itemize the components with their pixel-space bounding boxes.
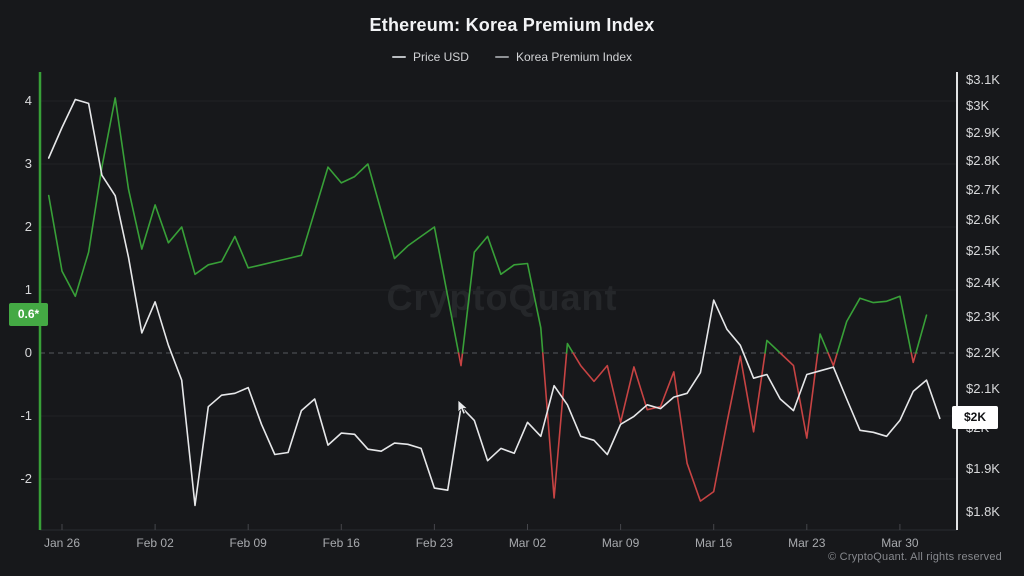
chart-title: Ethereum: Korea Premium Index xyxy=(369,15,655,35)
price-line-swatch-icon xyxy=(391,56,406,58)
price-last-value-badge: $2K xyxy=(952,406,998,430)
right-axis-tick: $3.1K xyxy=(966,71,1000,87)
x-axis-tick: Feb 02 xyxy=(136,536,174,550)
left-axis-tick: 3 xyxy=(24,156,32,171)
legend-item-price-usd[interactable]: Price USD xyxy=(391,50,469,64)
premium-line-swatch-icon xyxy=(494,56,509,58)
x-axis-tick: Mar 23 xyxy=(788,536,826,550)
left-axis-tick: 4 xyxy=(24,93,32,108)
legend-label-korea-premium: Korea Premium Index xyxy=(515,50,633,64)
right-axis-tick: $2.8K xyxy=(966,152,1000,168)
left-axis-tick: -2 xyxy=(20,471,32,486)
x-axis-tick: Feb 16 xyxy=(322,536,360,550)
right-axis-tick: $2.9K xyxy=(966,124,1000,140)
premium-last-value-badge: 0.6* xyxy=(9,303,48,327)
legend-item-korea-premium[interactable]: Korea Premium Index xyxy=(494,50,633,64)
x-axis-tick: Feb 23 xyxy=(415,536,454,550)
right-axis-tick: $3K xyxy=(966,98,990,114)
mouse-cursor-icon xyxy=(457,400,469,415)
x-axis-tick: Mar 16 xyxy=(695,536,733,550)
right-axis-tick: $1.8K xyxy=(966,504,1000,519)
x-axis-tick: Feb 09 xyxy=(229,536,267,550)
x-axis-tick: Mar 30 xyxy=(881,536,919,550)
x-axis-tick: Mar 02 xyxy=(508,536,547,550)
right-axis-tick: $2.1K xyxy=(966,381,1000,397)
left-axis-tick: 1 xyxy=(24,282,32,297)
right-axis-tick: $2.7K xyxy=(966,181,1000,197)
left-axis-tick: 0 xyxy=(24,345,32,360)
copyright-text: © CryptoQuant. All rights reserved xyxy=(828,551,1002,563)
right-axis-tick: $1.9K xyxy=(966,461,1000,477)
legend: Price USD Korea Premium Index xyxy=(0,50,1024,64)
right-axis-tick: $2.2K xyxy=(966,344,1000,360)
right-axis-tick: $2.6K xyxy=(966,211,1000,227)
legend-label-price-usd: Price USD xyxy=(412,50,469,64)
right-axis-tick: $2.3K xyxy=(966,309,1000,325)
x-axis-tick: Mar 09 xyxy=(601,536,640,550)
left-axis-tick: 2 xyxy=(24,219,32,234)
right-axis-tick: $2.5K xyxy=(966,242,1000,258)
right-axis-tick: $2.4K xyxy=(966,275,1000,291)
left-axis-tick: -1 xyxy=(20,408,32,423)
x-axis-tick: Jan 26 xyxy=(43,536,81,550)
